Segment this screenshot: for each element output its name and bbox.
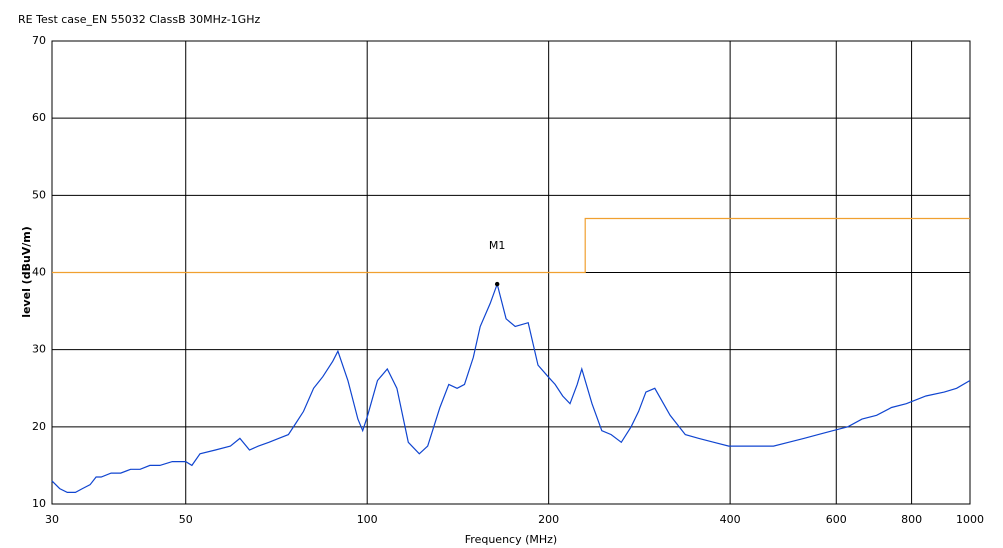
chart-title: RE Test case_EN 55032 ClassB 30MHz-1GHz — [18, 13, 260, 26]
marker-point — [494, 281, 500, 287]
y-tick-label: 50 — [32, 188, 46, 201]
y-tick-label: 40 — [32, 266, 46, 279]
data-line — [51, 282, 971, 493]
x-tick-label: 1000 — [956, 513, 984, 526]
x-tick-label: 100 — [357, 513, 378, 526]
x-tick-label: 600 — [826, 513, 847, 526]
y-tick-label: 30 — [32, 343, 46, 356]
limit-line — [52, 217, 970, 274]
y-tick-label: 20 — [32, 420, 46, 433]
x-tick-label: 800 — [901, 513, 922, 526]
x-tick-label: 200 — [538, 513, 559, 526]
x-axis-label: Frequency (MHz) — [465, 533, 557, 546]
y-axis-label: level (dBuV/m) — [20, 226, 33, 318]
x-tick-label: 400 — [720, 513, 741, 526]
x-tick-label: 50 — [179, 513, 193, 526]
marker-label: M1 — [489, 239, 506, 252]
y-tick-label: 10 — [32, 497, 46, 510]
y-tick-label: 70 — [32, 34, 46, 47]
y-tick-label: 60 — [32, 111, 46, 124]
x-tick-label: 30 — [45, 513, 59, 526]
